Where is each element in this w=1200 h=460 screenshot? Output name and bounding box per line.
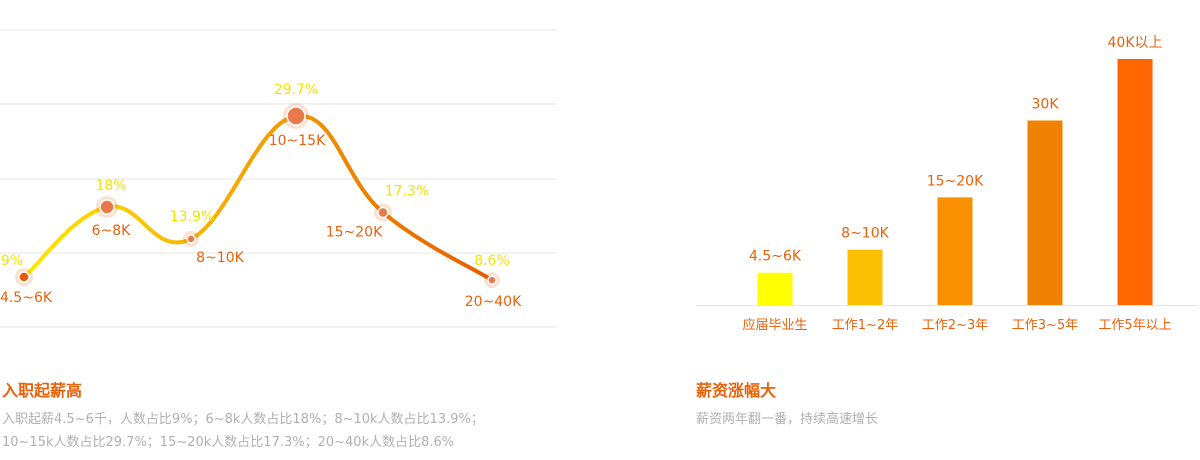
line-value-label: 18%: [95, 178, 126, 194]
line-point: [99, 199, 115, 215]
bar: [757, 272, 793, 305]
bar: [937, 197, 973, 305]
line-category-label: 10~15K: [269, 133, 326, 149]
bar-value-label: 15~20K: [927, 173, 984, 189]
bar-value-label: 8~10K: [841, 226, 889, 242]
bar-value-label: 4.5~6K: [749, 249, 802, 265]
salary-distribution-line-chart: 9% 4.5~6K 18% 6~8K 13.9% 8~10K 29.7% 10~15K 17.3…: [0, 29, 556, 328]
bar-category-label: 应届毕业生: [742, 317, 807, 333]
line-chart-description: 入职起薪4.5~6千，人数占比9%；6~8k人数占比18%；8~10k人数占比1…: [2, 412, 484, 450]
line-category-label: 8~10K: [196, 250, 244, 266]
bar-category-label: 工作1~2年: [832, 318, 898, 333]
bar-value-label: 40K以上: [1108, 35, 1163, 51]
line-value-label: 9%: [1, 253, 23, 269]
bar-category-label: 工作3~5年: [1012, 318, 1078, 333]
bar-value-label: 30K: [1032, 97, 1060, 113]
line-value-label: 13.9%: [170, 209, 214, 225]
line-chart-title: 入职起薪高: [2, 381, 83, 400]
bar-category-label: 工作5年以上: [1098, 318, 1171, 333]
line-point: [18, 271, 30, 283]
bar-category-label: 工作2~3年: [922, 318, 988, 333]
line-point: [186, 234, 196, 244]
salary-growth-bar-chart: 4.5~6K 应届毕业生 8~10K 工作1~2年 15~20K 工作2~3年 30K 工作3…: [696, 35, 1198, 333]
line-value-label: 17.3%: [385, 183, 429, 199]
bar: [1027, 120, 1063, 305]
line-value-label: 8.6%: [474, 253, 510, 269]
line-category-label: 4.5~6K: [0, 290, 53, 306]
bar: [847, 249, 883, 305]
line-point: [377, 206, 389, 219]
line-category-label: 6~8K: [92, 223, 132, 239]
line-point: [487, 275, 497, 285]
bar: [1117, 59, 1153, 305]
bar-chart-description: 薪资两年翻一番，持续高速增长: [696, 412, 879, 427]
line-category-label: 15~20K: [326, 224, 383, 240]
line-point: [286, 106, 306, 126]
line-category-label: 20~40K: [465, 294, 522, 310]
line-value-label: 29.7%: [274, 82, 318, 98]
bar-chart-title: 薪资涨幅大: [696, 381, 777, 400]
